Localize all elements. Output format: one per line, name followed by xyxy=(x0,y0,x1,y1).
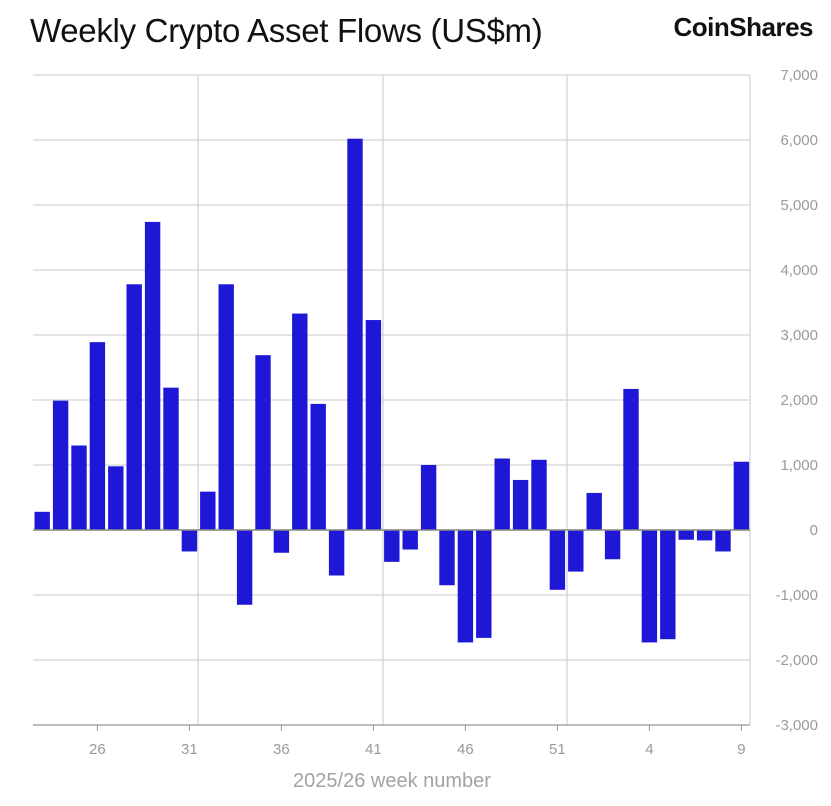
bar-week-8 xyxy=(696,530,713,541)
bar-week-47 xyxy=(457,530,474,643)
x-tick-label: 4 xyxy=(645,741,653,758)
y-tick-label: -3,000 xyxy=(775,717,818,734)
bar-week-33 xyxy=(200,491,216,530)
bar-week-49 xyxy=(494,458,510,530)
bar-week-52 xyxy=(549,530,566,590)
coinshares-logo: CoinShares xyxy=(673,12,814,42)
bar-week-26 xyxy=(71,445,87,530)
bar-week-45 xyxy=(420,465,437,530)
y-tick-label: -1,000 xyxy=(775,587,818,604)
bar-week-27 xyxy=(89,342,106,530)
bar-week-28 xyxy=(108,466,124,530)
y-tick-label: 4,000 xyxy=(780,262,818,279)
bar-week-38 xyxy=(292,313,308,530)
bar-week-48 xyxy=(476,530,492,638)
y-axis-ticks: 7,000 6,000 5,000 4,000 3,000 2,000 1,000 0 -1,0… xyxy=(775,67,818,734)
chart-title: Weekly Crypto Asset Flows (US$m) xyxy=(30,12,543,49)
bar-week-41 xyxy=(347,138,363,530)
bar-week-46 xyxy=(439,530,455,586)
y-tick-label: 3,000 xyxy=(780,327,818,344)
bar-week-10 xyxy=(733,461,750,530)
y-tick-label: 2,000 xyxy=(780,392,818,409)
y-tick-label: 0 xyxy=(810,522,818,539)
bar-week-42 xyxy=(365,320,382,530)
bar-week-43 xyxy=(384,530,400,562)
y-tick-label: 7,000 xyxy=(780,67,818,84)
bar-week-4 xyxy=(623,388,639,530)
bars-group xyxy=(34,138,750,643)
y-tick-label: 1,000 xyxy=(780,457,818,474)
x-tick-label: 41 xyxy=(365,741,382,758)
bar-week-35 xyxy=(236,530,253,605)
bar-week-3 xyxy=(604,530,621,560)
x-tick-label: 51 xyxy=(549,741,566,758)
bar-week-34 xyxy=(218,284,234,530)
y-tick-label: -2,000 xyxy=(775,652,818,669)
x-axis-title: 2025/26 week number xyxy=(293,770,491,792)
bar-week-25 xyxy=(52,400,69,530)
bar-week-29 xyxy=(126,284,142,530)
y-tick-label: 5,000 xyxy=(780,197,818,214)
bar-week-30 xyxy=(144,221,161,530)
bar-week-51 xyxy=(531,459,547,530)
x-axis-ticks: 26 31 36 41 46 51 4 9 xyxy=(89,725,746,758)
bar-week-1 xyxy=(568,530,584,572)
bar-week-5 xyxy=(641,530,658,643)
bar-week-31 xyxy=(163,387,179,530)
bar-week-36 xyxy=(255,355,271,530)
bar-week-44 xyxy=(402,530,418,550)
x-tick-label: 9 xyxy=(737,741,745,758)
y-tick-label: 6,000 xyxy=(780,132,818,149)
x-tick-label: 46 xyxy=(457,741,474,758)
x-tick-label: 31 xyxy=(181,741,198,758)
x-tick-label: 36 xyxy=(273,741,290,758)
x-tick-label: 26 xyxy=(89,741,106,758)
bar-week-50 xyxy=(512,479,529,530)
bar-week-7 xyxy=(678,530,694,540)
bar-week-37 xyxy=(273,530,290,553)
bar-week-39 xyxy=(310,403,326,530)
bar-week-6 xyxy=(660,530,676,640)
bar-week-24 xyxy=(34,511,50,530)
bar-week-9 xyxy=(715,530,731,552)
bar-week-2 xyxy=(586,492,602,530)
bar-week-32 xyxy=(181,530,198,552)
bar-week-40 xyxy=(328,530,345,576)
